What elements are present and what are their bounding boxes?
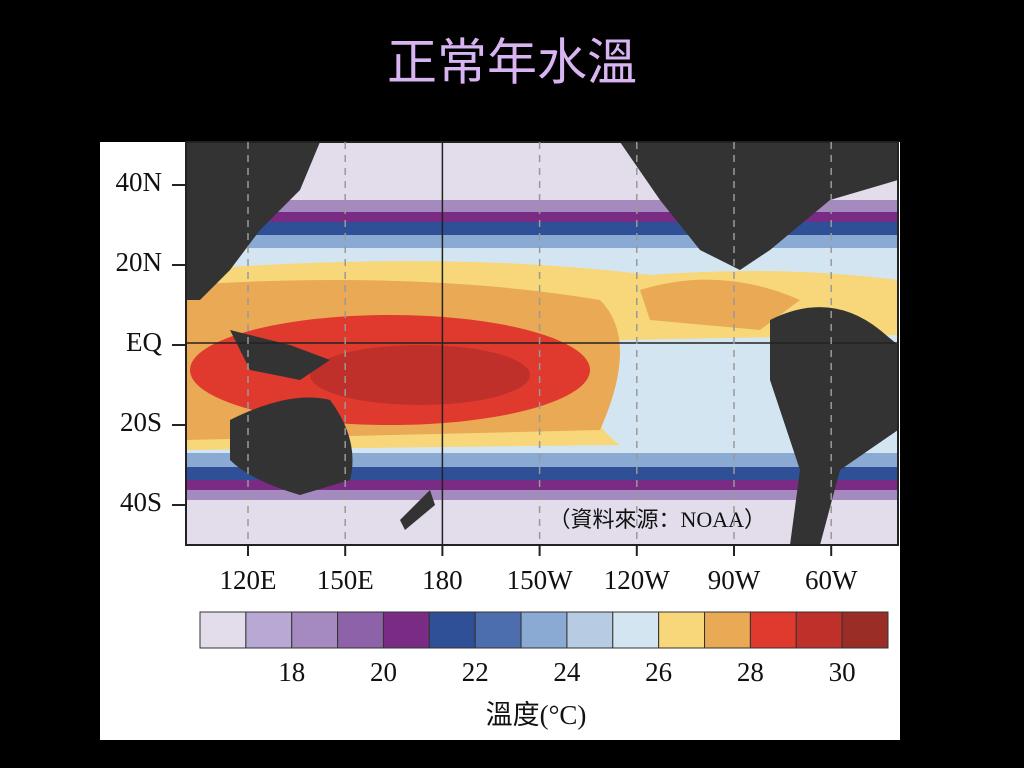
zone-warmest: [310, 345, 530, 405]
asia: [186, 142, 320, 300]
colorbar-swatch: [566, 611, 614, 649]
land: [186, 142, 898, 545]
lat-label: 40S: [120, 487, 162, 517]
colorbar-tick-label: 28: [737, 657, 764, 687]
lat-label: EQ: [126, 327, 162, 357]
lat-label: 40N: [116, 167, 163, 197]
lat-label: 20S: [120, 407, 162, 437]
zone-warm: [640, 279, 800, 330]
colorbar-swatch: [474, 611, 522, 649]
sst-map: [186, 142, 898, 545]
colorbar-swatch: [795, 611, 843, 649]
colorbar-swatch: [520, 611, 568, 649]
colorbar-swatch: [245, 611, 293, 649]
new-zealand: [400, 490, 435, 530]
colorbar-swatch: [658, 611, 706, 649]
australia: [230, 397, 353, 495]
lon-label: 60W: [805, 565, 858, 595]
lon-label: 120W: [604, 565, 671, 595]
colorbar-label: 溫度(°C): [486, 700, 587, 730]
colorbar: 18 20 22 24 26 28 30: [199, 611, 889, 687]
lat-label: 20N: [116, 247, 163, 277]
lon-label: 150W: [507, 565, 574, 595]
colorbar-tick-label: 18: [278, 657, 305, 687]
colorbar-swatch: [337, 611, 384, 649]
lon-label: 120E: [220, 565, 277, 595]
colorbar-swatch: [704, 611, 751, 649]
colorbar-swatch: [841, 611, 889, 649]
colorbar-swatch: [428, 611, 476, 649]
colorbar-swatch: [291, 611, 339, 649]
colorbar-swatch: [749, 611, 797, 649]
colorbar-tick-label: 26: [645, 657, 672, 687]
source-note: （資料來源：NOAA）: [548, 507, 766, 532]
colorbar-tick-label: 24: [553, 657, 581, 687]
colorbar-swatch: [612, 611, 660, 649]
slide-title: 正常年水溫: [387, 34, 637, 92]
lon-label: 90W: [708, 565, 761, 595]
colorbar-tick-label: 30: [829, 657, 856, 687]
colorbar-tick-label: 22: [462, 657, 489, 687]
colorbar-swatch: [199, 611, 247, 649]
south-america: [770, 307, 898, 545]
lon-label: 180: [422, 565, 463, 595]
colorbar-tick-label: 20: [370, 657, 397, 687]
colorbar-swatch: [382, 611, 430, 649]
lon-label: 150E: [317, 565, 374, 595]
north-america: [620, 142, 898, 270]
